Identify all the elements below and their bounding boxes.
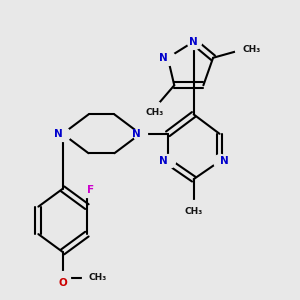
Text: CH₃: CH₃ [242, 45, 260, 54]
Text: CH₃: CH₃ [146, 108, 164, 117]
Text: N: N [159, 156, 168, 166]
Text: O: O [58, 278, 67, 288]
Text: N: N [159, 53, 168, 63]
Text: N: N [220, 156, 228, 166]
Text: N: N [131, 129, 140, 139]
Text: N: N [189, 37, 198, 46]
Text: F: F [87, 185, 94, 195]
Text: CH₃: CH₃ [184, 207, 203, 216]
Text: CH₃: CH₃ [88, 273, 107, 282]
Text: N: N [54, 129, 63, 139]
